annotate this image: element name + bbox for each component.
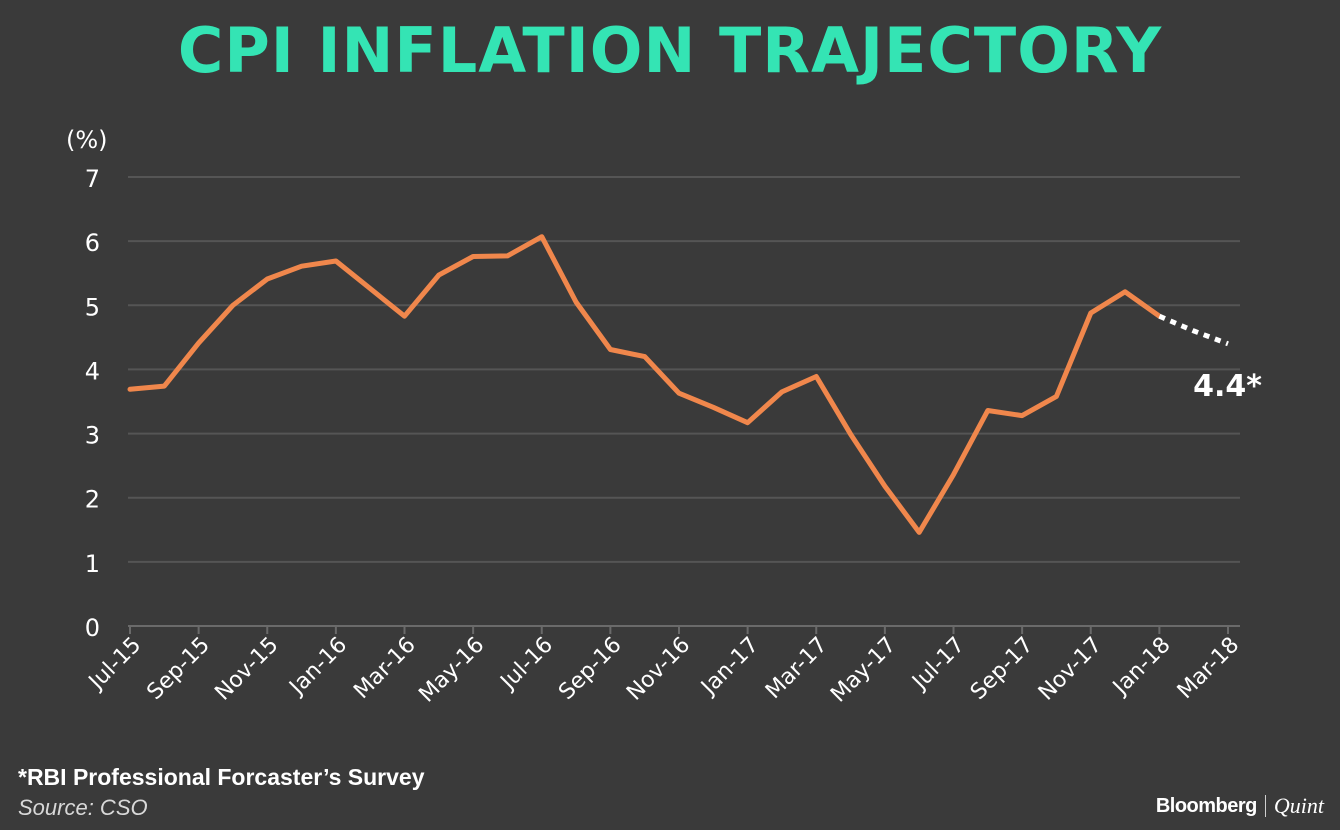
- data-point-Nov-16: [678, 392, 680, 394]
- data-point-May-16: [472, 256, 474, 258]
- x-tick-label-Jan-16: Jan-16: [284, 633, 352, 701]
- data-point-Aug-17: [987, 409, 989, 411]
- brand-sub: Quint: [1273, 793, 1324, 818]
- footnote: *RBI Professional Forcaster’s Survey: [18, 764, 425, 790]
- data-point-Sep-15: [198, 342, 200, 344]
- x-tick-label-Nov-16: Nov-16: [622, 633, 695, 706]
- brand-divider: [1264, 795, 1266, 817]
- data-point-Sep-17: [1021, 415, 1023, 417]
- x-tick-label-May-16: May-16: [414, 633, 489, 708]
- y-tick-label-3: 3: [85, 422, 100, 450]
- brand-logo: Bloomberg Quint: [1156, 793, 1324, 819]
- data-point-May-17: [884, 485, 886, 487]
- x-tick-label-Sep-15: Sep-15: [142, 633, 214, 705]
- x-tick-label-Jan-18: Jan-18: [1107, 633, 1175, 701]
- x-tick-label-Mar-18: Mar-18: [1173, 633, 1244, 704]
- y-tick-label-0: 0: [85, 614, 100, 642]
- y-tick-label-1: 1: [85, 550, 100, 578]
- data-point-Apr-17: [850, 433, 852, 435]
- y-tick-label-4: 4: [85, 357, 100, 385]
- data-point-Feb-17: [781, 391, 783, 393]
- data-point-Jul-16: [541, 236, 543, 238]
- series-line: [127, 234, 1162, 535]
- x-tick-label-Jan-17: Jan-17: [695, 633, 763, 701]
- data-point-Feb-16: [369, 288, 371, 290]
- data-point-Dec-17: [1124, 291, 1126, 293]
- x-tick-label-Sep-17: Sep-17: [966, 633, 1038, 705]
- x-tick-label-Jul-15: Jul-15: [83, 633, 146, 696]
- forecast-line: [1158, 313, 1229, 347]
- x-tick-label-Mar-16: Mar-16: [349, 633, 420, 704]
- data-point-Jun-16: [506, 255, 508, 257]
- data-point-Dec-16: [712, 406, 714, 408]
- data-point-Aug-16: [575, 301, 577, 303]
- data-point-Apr-16: [438, 274, 440, 276]
- y-axis-label: (%): [66, 126, 108, 154]
- brand-name: Bloomberg: [1155, 794, 1258, 817]
- data-point-Oct-15: [232, 304, 234, 306]
- y-tick-label-5: 5: [85, 293, 100, 321]
- data-point-Mar-17: [815, 375, 817, 377]
- y-tick-label-2: 2: [85, 486, 100, 514]
- forecast-annotation: 4.4*: [1193, 369, 1262, 404]
- data-point-Jul-17: [953, 474, 954, 476]
- data-point-Oct-17: [1055, 395, 1057, 397]
- data-point-Jun-17: [918, 531, 920, 533]
- x-tick-label-May-17: May-17: [826, 633, 901, 708]
- x-tick-label-Jul-17: Jul-17: [906, 633, 969, 696]
- data-point-Aug-15: [163, 385, 165, 387]
- x-tick-label-Mar-17: Mar-17: [761, 633, 832, 704]
- data-point-Mar-16: [404, 315, 405, 317]
- data-point-Nov-17: [1090, 312, 1092, 314]
- data-point-Dec-15: [301, 265, 303, 267]
- data-point-Nov-15: [266, 278, 268, 280]
- data-point-Oct-16: [644, 356, 646, 358]
- data-point-Jan-17: [747, 422, 749, 424]
- data-point-Jan-16: [335, 260, 337, 262]
- y-tick-label-7: 7: [85, 165, 100, 193]
- x-tick-label-Nov-15: Nov-15: [210, 633, 283, 706]
- x-tick-label-Nov-17: Nov-17: [1034, 633, 1107, 706]
- y-tick-label-6: 6: [85, 229, 100, 257]
- data-point-Jul-15: [129, 388, 131, 390]
- x-tick-label-Jul-16: Jul-16: [495, 633, 558, 696]
- x-tick-label-Sep-16: Sep-16: [554, 633, 626, 705]
- data-point-Sep-16: [609, 349, 611, 351]
- chart-title: CPI INFLATION TRAJECTORY: [177, 14, 1163, 87]
- source-note: Source: CSO: [18, 795, 148, 820]
